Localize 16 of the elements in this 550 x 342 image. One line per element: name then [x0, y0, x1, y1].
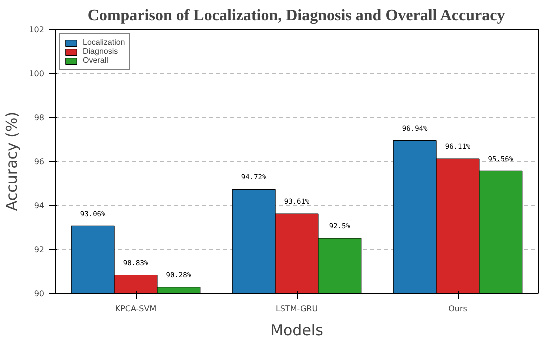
- y-tick-label: 100: [29, 70, 45, 78]
- y-tick-label: 96: [34, 158, 45, 166]
- y-tick-label: 92: [34, 246, 45, 254]
- x-tick-label: KPCA-SVM: [115, 304, 157, 314]
- y-tick-label: 94: [34, 202, 45, 210]
- y-tick-label: 90: [34, 290, 45, 298]
- x-axis-title: Models: [270, 322, 324, 340]
- y-axis-title: Accuracy (%): [3, 112, 22, 212]
- y-tick-label: 98: [34, 114, 45, 122]
- chart-title: Comparison of Localization, Diagnosis and Overall Accuracy: [88, 8, 506, 24]
- legend-label: Diagnosis: [83, 47, 118, 56]
- legend-label: Localization: [83, 38, 126, 47]
- x-tick-label: Ours: [448, 304, 468, 314]
- y-tick-label: 102: [29, 26, 45, 34]
- x-tick-label: LSTM-GRU: [276, 304, 318, 314]
- legend-label: Overall: [83, 56, 108, 65]
